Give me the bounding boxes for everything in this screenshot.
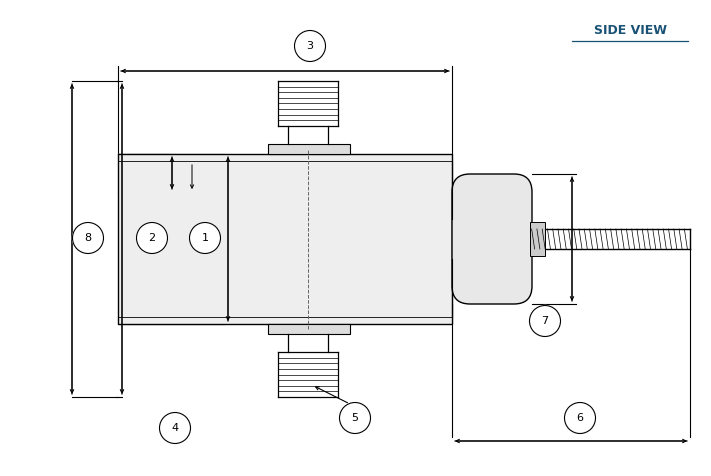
Circle shape bbox=[159, 413, 191, 444]
Bar bbox=[530, 222, 545, 256]
Bar bbox=[268, 144, 350, 154]
Circle shape bbox=[73, 222, 104, 254]
Circle shape bbox=[565, 403, 596, 434]
Text: 4: 4 bbox=[171, 423, 178, 433]
Circle shape bbox=[137, 222, 168, 254]
Circle shape bbox=[190, 222, 220, 254]
Text: SIDE VIEW: SIDE VIEW bbox=[594, 24, 666, 38]
Text: 5: 5 bbox=[351, 413, 358, 423]
Text: 8: 8 bbox=[85, 233, 92, 243]
Text: 1: 1 bbox=[201, 233, 208, 243]
Bar bbox=[118, 154, 452, 324]
FancyBboxPatch shape bbox=[452, 174, 532, 304]
Circle shape bbox=[294, 30, 326, 61]
Bar bbox=[268, 324, 350, 334]
Text: 2: 2 bbox=[149, 233, 156, 243]
Circle shape bbox=[339, 403, 370, 434]
Text: 7: 7 bbox=[542, 316, 549, 326]
Text: 6: 6 bbox=[577, 413, 584, 423]
Circle shape bbox=[530, 306, 560, 337]
Text: 3: 3 bbox=[306, 41, 314, 51]
